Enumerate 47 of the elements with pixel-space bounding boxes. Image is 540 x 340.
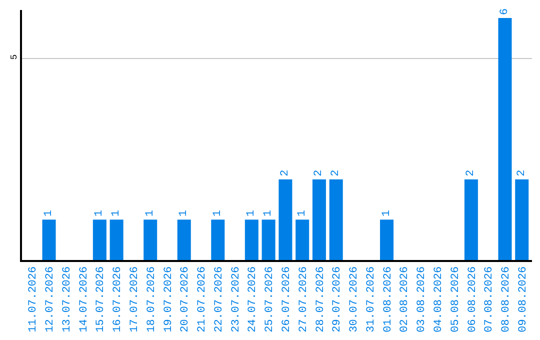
data-label: 1 [212,210,224,217]
data-label: 2 [313,170,326,176]
data-label: 1 [380,210,393,217]
data-label: 1 [43,210,56,217]
data-label: 2 [516,170,528,176]
data-label: 2 [465,170,478,176]
x-tick-label: 22.07.2026 [213,266,226,332]
x-tick-label: 13.07.2026 [61,266,74,332]
data-label: 2 [279,170,292,176]
x-tick-label: 08.08.2026 [500,266,513,332]
x-tick-label: 01.08.2026 [382,266,394,332]
x-tick-label: 02.08.2026 [399,266,412,332]
x-tick-label: 07.08.2026 [484,266,496,332]
x-tick-label: 03.08.2026 [416,266,428,332]
x-tick-label: 11.07.2026 [28,266,40,332]
x-tick-label: 25.07.2026 [264,266,276,332]
x-tick-label: 26.07.2026 [281,266,294,332]
data-label: 2 [330,170,342,176]
y-tick-label: 5 [9,54,20,60]
x-tick-label: 24.07.2026 [247,266,260,332]
x-tick-label: 04.08.2026 [433,266,446,332]
x-tick-label: 05.08.2026 [450,266,462,332]
x-tick-label: 15.07.2026 [95,266,108,332]
x-tick-label: 27.07.2026 [298,266,310,332]
data-label: 1 [296,210,308,217]
x-tick-label: 12.07.2026 [44,266,57,332]
x-tick-label: 19.07.2026 [162,266,175,332]
x-tick-label: 18.07.2026 [146,266,158,332]
data-label: 1 [110,210,123,217]
x-tick-label: 17.07.2026 [129,266,142,332]
x-tick-label: 20.07.2026 [180,266,192,332]
x-tick-label: 16.07.2026 [112,266,124,332]
x-tick-label: 21.07.2026 [196,266,209,332]
x-tick-label: 14.07.2026 [78,266,90,332]
data-label: 1 [94,210,106,217]
x-tick-label: 31.07.2026 [365,266,378,332]
data-label: 1 [178,210,190,217]
x-tick-label: 06.08.2026 [466,266,479,332]
x-tick-label: 30.07.2026 [348,266,361,332]
data-label: 6 [498,8,511,16]
data-label: 1 [262,210,275,217]
data-label: 1 [246,210,258,217]
x-tick-label: 09.08.2026 [517,266,530,332]
x-tick-label: 29.07.2026 [332,266,344,332]
x-tick-label: 23.07.2026 [230,266,242,332]
x-tick-label: 28.07.2026 [314,266,327,332]
data-label: 1 [144,210,156,217]
